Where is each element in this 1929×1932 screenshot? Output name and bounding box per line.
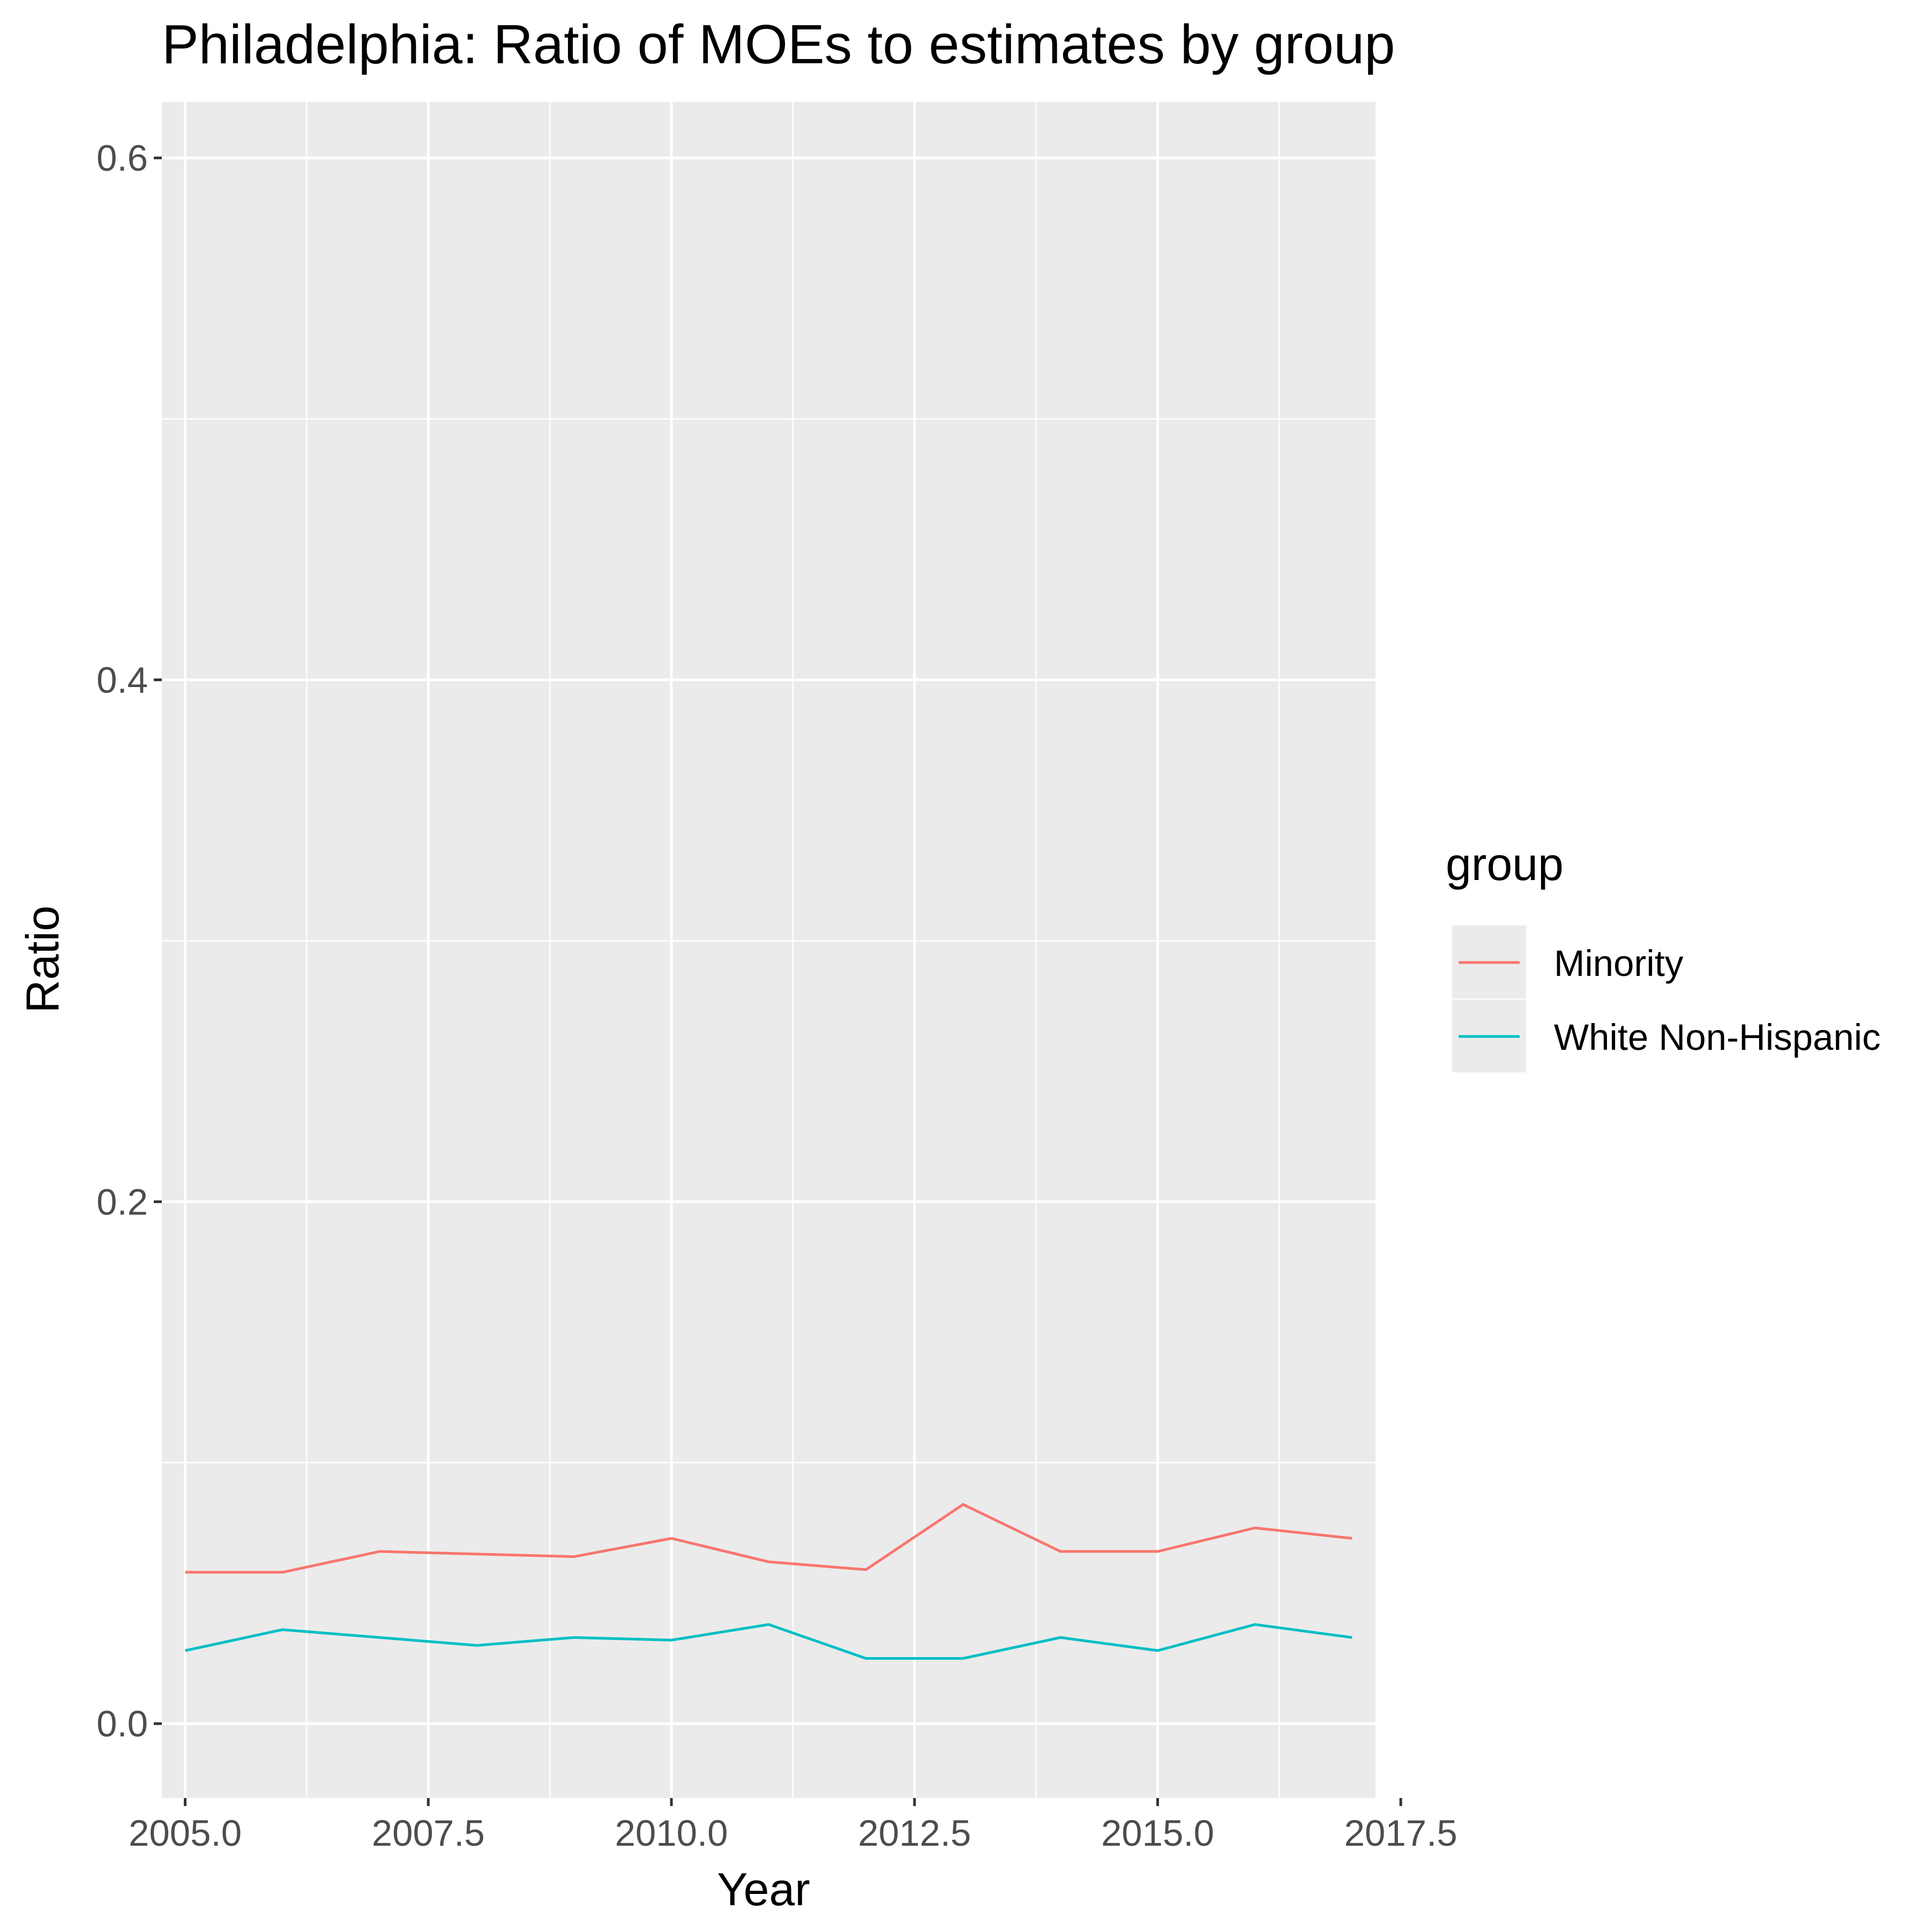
- legend-items: Minority White Non-Hispanic: [1452, 926, 1881, 1072]
- major-x-gridlines: [184, 102, 1402, 1798]
- x-tick-label: 2007.5: [372, 1812, 485, 1854]
- minor-y-gridlines: [162, 418, 1375, 1464]
- x-axis-title: Year: [717, 1864, 810, 1915]
- series-lines: [185, 1503, 1352, 1660]
- series-line: [185, 1623, 1352, 1660]
- x-tick-label: 2010.0: [615, 1812, 728, 1854]
- x-tick-label: 2012.5: [858, 1812, 971, 1854]
- series-line: [185, 1503, 1352, 1574]
- x-axis: 2005.0 2007.5 2010.0 2012.5 2015.0 2017.5: [129, 1798, 1457, 1854]
- minor-x-gridlines: [306, 102, 1280, 1798]
- y-axis: 0.0 0.2 0.4 0.6: [96, 138, 162, 1744]
- legend-item: Minority: [1452, 926, 1684, 998]
- y-tick-label: 0.0: [96, 1703, 148, 1744]
- plot-panel: [162, 102, 1375, 1798]
- x-tick-label: 2015.0: [1101, 1812, 1214, 1854]
- y-tick-label: 0.6: [96, 138, 148, 179]
- legend-label: Minority: [1554, 943, 1684, 984]
- x-tick-label: 2017.5: [1344, 1812, 1457, 1854]
- y-tick-label: 0.4: [96, 660, 148, 701]
- x-tick-label: 2005.0: [129, 1812, 242, 1854]
- major-y-gridlines: [162, 156, 1375, 1725]
- legend: group Minority White Non-Hispanic: [1446, 839, 1881, 1072]
- legend-title: group: [1446, 839, 1564, 890]
- y-tick-label: 0.2: [96, 1181, 148, 1222]
- legend-label: White Non-Hispanic: [1554, 1017, 1881, 1058]
- chart-title: Philadelphia: Ratio of MOEs to estimates…: [162, 13, 1395, 75]
- y-axis-title: Ratio: [17, 906, 69, 1013]
- legend-item: White Non-Hispanic: [1452, 999, 1881, 1072]
